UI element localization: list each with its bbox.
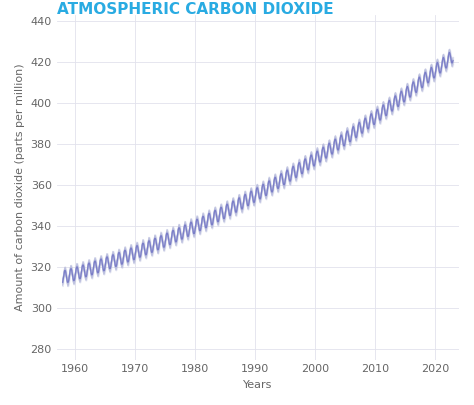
X-axis label: Years: Years <box>243 380 273 390</box>
Y-axis label: Amount of carbon dioxide (parts per million): Amount of carbon dioxide (parts per mill… <box>15 64 25 311</box>
Text: ATMOSPHERIC CARBON DIOXIDE: ATMOSPHERIC CARBON DIOXIDE <box>57 2 333 17</box>
